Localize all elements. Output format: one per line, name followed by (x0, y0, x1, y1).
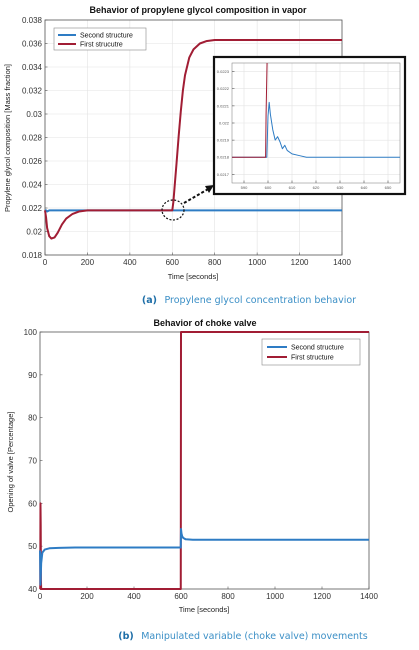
chart-b-legend-label-second: Second structure (291, 345, 344, 352)
chart-a-title: Behavior of propylene glycol composition… (89, 5, 307, 15)
chart-b-x-ticks: 0 200 400 600 800 1000 1200 1400 (38, 586, 378, 601)
chart-b-xlabel: Time [seconds] (179, 605, 230, 614)
chart-a-inset: 0.0217 0.0218 0.0219 0.022 0.0221 0.0222 0.022… (212, 55, 407, 196)
y-tick-label: 0.034 (22, 63, 43, 72)
y-tick-label: 0.0219 (217, 138, 230, 143)
x-tick-label: 400 (123, 258, 137, 267)
chart-a-ylabel: Propylene glycol composition [Mass fract… (3, 64, 12, 212)
chart-b-lines (39, 331, 369, 590)
chart-b: Behavior of choke valve 405060708090100 … (6, 318, 378, 614)
y-tick-label: 0.0223 (217, 69, 230, 74)
x-tick-label: 1400 (360, 592, 378, 601)
x-tick-label: 800 (221, 592, 235, 601)
y-tick-label: 50 (28, 542, 37, 551)
x-tick-label: 0 (43, 258, 48, 267)
series-line-first-structure (39, 331, 369, 590)
zoom-arrow (183, 187, 211, 204)
x-tick-label: 400 (127, 592, 141, 601)
caption-b-text: Manipulated variable (choke valve) movem… (141, 631, 368, 642)
caption-a: (a) Propylene glycol concentration behav… (142, 290, 356, 307)
chart-a-lines (44, 38, 342, 240)
x-tick-label: 600 (166, 258, 180, 267)
y-tick-label: 0.022 (22, 204, 43, 213)
y-tick-label: 0.018 (22, 251, 43, 260)
y-tick-label: 0.022 (219, 120, 230, 125)
x-tick-label: 1000 (248, 258, 266, 267)
x-tick-label: 610 (289, 185, 296, 190)
series-line-first-structure (232, 62, 268, 158)
chart-a-y-ticks: 0.018 0.02 0.022 0.024 0.026 0.028 0.03 0.032 0.… (22, 16, 48, 260)
y-tick-label: 80 (28, 414, 37, 423)
chart-a-legend-box (53, 27, 147, 51)
chart-b-legend: Second structure First structure (261, 338, 361, 366)
y-tick-label: 60 (28, 499, 37, 508)
y-tick-label: 0.03 (26, 110, 42, 119)
x-tick-label: 200 (80, 592, 94, 601)
x-tick-label: 600 (174, 592, 188, 601)
x-tick-label: 800 (208, 258, 222, 267)
caption-a-text: Propylene glycol concentration behavior (164, 295, 356, 306)
x-tick-label: 600 (265, 185, 272, 190)
y-tick-label: 0.024 (22, 181, 43, 190)
y-tick-label: 0.0218 (217, 155, 230, 160)
inset-lines (232, 62, 400, 158)
chart-b-legend-box (261, 338, 361, 366)
chart-b-plot-area (39, 331, 370, 590)
caption-a-label: (a) (142, 295, 157, 306)
y-tick-label: 70 (28, 457, 37, 466)
chart-b-title: Behavior of choke valve (153, 318, 256, 328)
x-tick-label: 1200 (313, 592, 331, 601)
y-tick-label: 0.0217 (217, 172, 230, 177)
x-tick-label: 1400 (333, 258, 351, 267)
chart-a-legend-label-second: Second structure (80, 33, 133, 40)
x-tick-label: 200 (81, 258, 95, 267)
x-tick-label: 650 (385, 185, 392, 190)
y-tick-label: 0.038 (22, 16, 43, 25)
y-tick-label: 100 (24, 328, 38, 337)
chart-a-legend: Second structure First strucutre (53, 27, 147, 51)
chart-b-ylabel: Opening of valve [Percentage] (6, 412, 15, 513)
x-tick-label: 620 (313, 185, 320, 190)
zoom-arrow-head (205, 185, 214, 193)
y-tick-label: 0.026 (22, 157, 43, 166)
series-line-second-structure (232, 101, 400, 158)
x-tick-label: 640 (361, 185, 368, 190)
y-tick-label: 0.028 (22, 134, 43, 143)
y-tick-label: 90 (28, 371, 37, 380)
chart-a-xlabel: Time [seconds] (168, 272, 219, 281)
x-tick-label: 1200 (291, 258, 309, 267)
caption-b-label: (b) (118, 631, 133, 642)
y-tick-label: 40 (28, 585, 37, 594)
x-tick-label: 590 (241, 185, 248, 190)
zoom-circle (161, 199, 185, 221)
chart-b-legend-label-first: First structure (291, 355, 334, 362)
caption-b: (b) Manipulated variable (choke valve) m… (118, 626, 368, 643)
x-tick-label: 0 (38, 592, 43, 601)
y-tick-label: 0.02 (26, 228, 42, 237)
chart-a-x-ticks: 0 200 400 600 800 1000 1200 1400 (43, 252, 351, 267)
x-tick-label: 1000 (266, 592, 284, 601)
inset-frame (212, 55, 407, 196)
y-tick-label: 0.0222 (217, 86, 230, 91)
chart-a-legend-label-first: First strucutre (80, 42, 123, 49)
y-tick-label: 0.036 (22, 40, 43, 49)
y-tick-label: 0.032 (22, 87, 43, 96)
chart-a: Behavior of propylene glycol composition… (3, 5, 407, 281)
series-line-second-structure (39, 528, 369, 586)
series-line-first-structure (44, 38, 342, 240)
x-tick-label: 630 (337, 185, 344, 190)
inset-x-ticks: 590 600 610 620 630 640 650 (241, 180, 392, 190)
y-tick-label: 0.0221 (217, 103, 230, 108)
